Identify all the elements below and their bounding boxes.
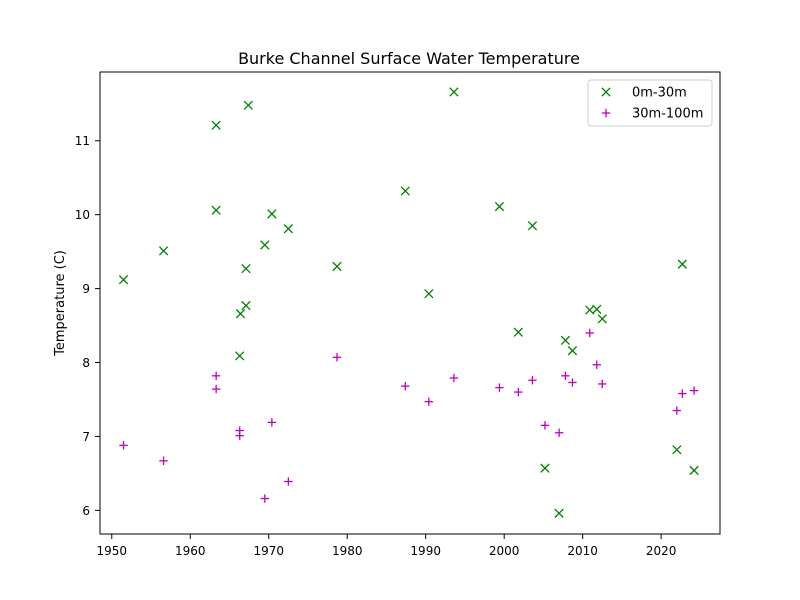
data-point xyxy=(211,371,221,381)
data-point xyxy=(267,209,277,219)
data-point xyxy=(260,494,270,503)
data-point xyxy=(119,441,128,450)
data-point xyxy=(159,456,168,466)
data-point xyxy=(241,300,251,311)
data-point xyxy=(554,428,564,437)
data-point xyxy=(598,379,607,389)
legend-marker xyxy=(601,87,611,97)
data-point xyxy=(118,275,129,285)
data-point xyxy=(527,221,538,231)
data-point xyxy=(235,431,244,440)
data-point xyxy=(689,386,699,395)
data-point xyxy=(158,246,169,256)
data-point xyxy=(283,224,294,234)
series-0m-30m xyxy=(118,87,699,518)
data-point xyxy=(400,186,410,196)
y-tick-label: 8 xyxy=(82,356,90,370)
plot-area-frame xyxy=(99,71,721,535)
data-point xyxy=(689,465,699,476)
data-point xyxy=(401,381,410,391)
data-point xyxy=(672,406,682,415)
y-axis-title: Temperature (C) xyxy=(53,250,68,357)
x-axis: 1950 1960 1970 1980 1990 2000 2010 2020 xyxy=(96,534,676,558)
legend-box xyxy=(587,79,713,127)
data-point xyxy=(235,351,245,361)
data-point xyxy=(597,314,607,324)
legend-label: 0m-30m xyxy=(632,86,687,101)
legend: 0m-30m 30m-100m xyxy=(587,79,713,127)
y-tick-label: 10 xyxy=(75,208,90,222)
data-point xyxy=(513,327,523,337)
data-point xyxy=(211,205,221,215)
data-point xyxy=(211,384,221,394)
data-point xyxy=(494,201,505,212)
data-point xyxy=(424,397,434,406)
legend-item: 0m-30m xyxy=(601,86,687,101)
data-point xyxy=(677,259,687,269)
x-tick-label: 2010 xyxy=(567,544,598,558)
data-point xyxy=(678,389,687,398)
data-point xyxy=(424,289,434,299)
data-point xyxy=(561,371,570,381)
data-point xyxy=(672,445,682,455)
data-point xyxy=(560,335,571,345)
data-point xyxy=(332,261,342,272)
y-axis: 6 7 8 9 10 11 xyxy=(75,134,100,518)
plot-marks xyxy=(118,87,699,518)
legend-marker xyxy=(601,108,611,118)
data-point xyxy=(235,309,246,319)
x-tick-label: 1990 xyxy=(410,544,441,558)
data-point xyxy=(592,360,601,369)
data-point xyxy=(449,87,459,97)
x-tick-label: 1950 xyxy=(96,544,127,558)
data-point xyxy=(449,373,459,383)
legend-label: 30m-100m xyxy=(632,107,703,122)
x-tick-label: 2000 xyxy=(489,544,520,558)
x-tick-label: 1960 xyxy=(175,544,206,558)
x-tick-label: 1980 xyxy=(332,544,363,558)
data-point xyxy=(332,353,342,362)
data-point xyxy=(567,346,578,356)
y-tick-label: 9 xyxy=(82,282,90,296)
data-point xyxy=(592,304,602,314)
data-point xyxy=(495,383,504,392)
y-tick-label: 7 xyxy=(82,430,90,444)
data-point xyxy=(267,418,277,427)
data-point xyxy=(260,240,270,250)
data-point xyxy=(568,378,577,387)
data-point xyxy=(540,421,550,430)
series-30m-100m xyxy=(119,328,699,503)
y-tick-label: 6 xyxy=(82,504,90,518)
legend-item: 30m-100m xyxy=(601,107,703,122)
x-tick-label: 1970 xyxy=(253,544,284,558)
data-point xyxy=(554,508,564,518)
data-point xyxy=(241,263,251,274)
data-point xyxy=(284,477,293,486)
x-tick-label: 2020 xyxy=(646,544,677,558)
chart-title: Burke Channel Surface Water Temperature xyxy=(238,49,580,68)
data-point xyxy=(243,100,253,110)
data-point xyxy=(528,376,537,385)
y-tick-label: 11 xyxy=(75,134,90,148)
data-point xyxy=(514,387,523,397)
data-point xyxy=(211,120,221,130)
data-point xyxy=(585,328,594,338)
data-point xyxy=(540,463,550,473)
